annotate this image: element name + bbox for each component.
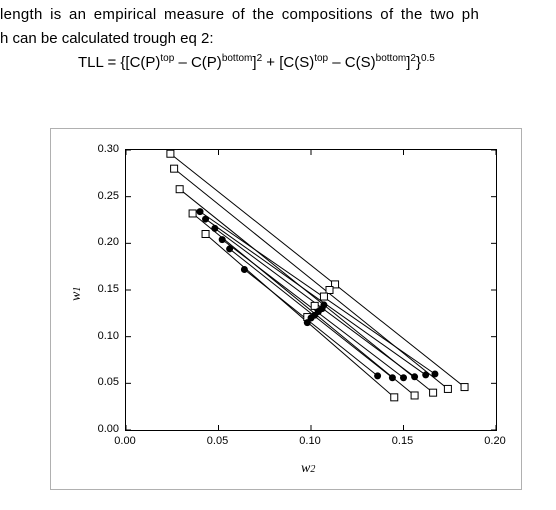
x-tick-label: 0.15 xyxy=(383,435,423,447)
y-tick-label: 0.20 xyxy=(83,236,119,248)
y-tick-label: 0.25 xyxy=(83,190,119,202)
x-axis-title: w2 xyxy=(301,461,315,477)
plot-area xyxy=(125,149,497,431)
para-line-2: h can be calculated trough eq 2: xyxy=(0,30,214,47)
plot-svg xyxy=(126,150,496,430)
y-tick-label: 0.15 xyxy=(83,283,119,295)
y-tick-label: 0.00 xyxy=(83,423,119,435)
y-tick-label: 0.10 xyxy=(83,330,119,342)
x-tick-label: 0.20 xyxy=(475,435,515,447)
x-tick-label: 0.00 xyxy=(105,435,145,447)
equation-tll: TLL = {[C(P)top – C(P)bottom]2 + [C(S)to… xyxy=(78,54,435,71)
y-tick-label: 0.05 xyxy=(83,376,119,388)
chart-frame: w1 w2 0.000.050.100.150.200.250.300.000.… xyxy=(50,128,522,490)
para-line-1: length is an empirical measure of the co… xyxy=(0,6,479,23)
x-tick-label: 0.05 xyxy=(198,435,238,447)
y-tick-label: 0.30 xyxy=(83,143,119,155)
x-tick-label: 0.10 xyxy=(290,435,330,447)
